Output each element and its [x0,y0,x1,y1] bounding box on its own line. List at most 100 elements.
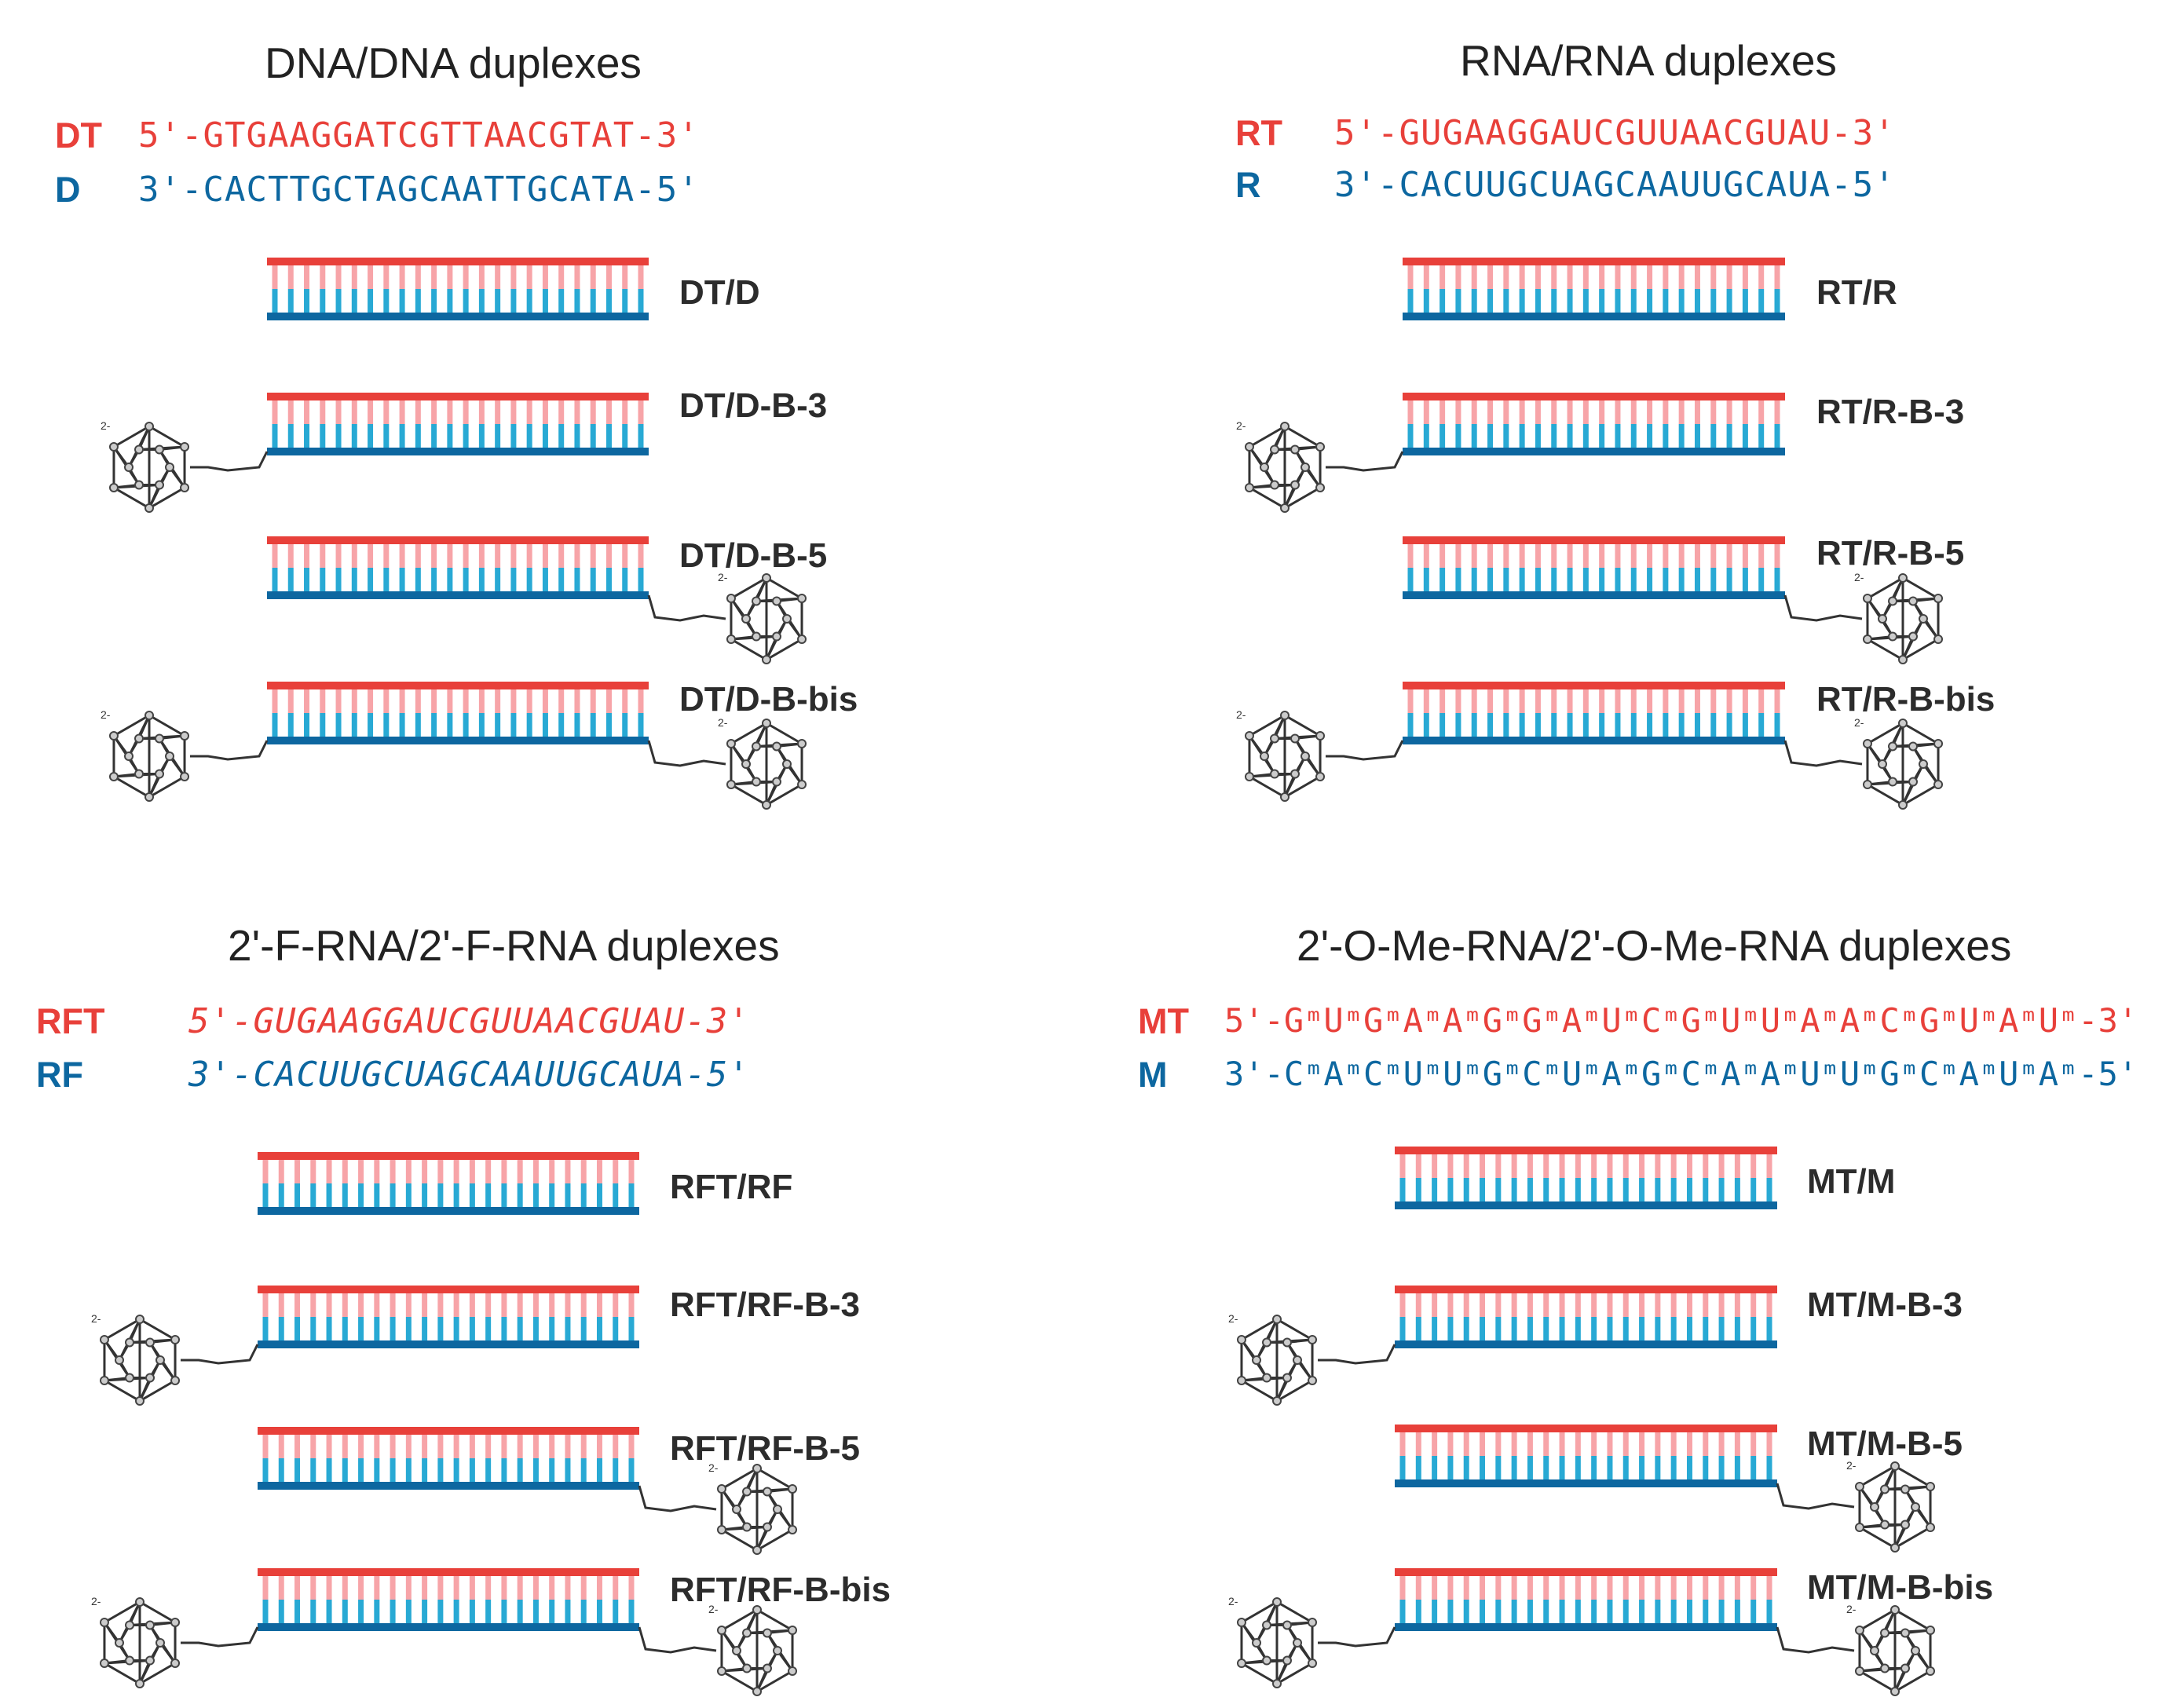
base-pair-top [532,1160,539,1183]
base-pair-bottom [590,424,596,448]
base-pair-top [310,1160,316,1183]
base-pair-top [1495,1576,1502,1600]
base-pair-bottom [437,1183,444,1207]
base-pair-top [1567,689,1573,713]
base-pair-top [278,1293,284,1317]
cage-vertex [1900,1663,1910,1673]
base-pair-bottom [542,289,548,313]
base-pair-top [1647,265,1653,289]
base-pair-top [399,400,405,424]
base-pair-bottom [335,713,342,737]
base-pair-bottom [1726,568,1732,591]
base-pair-bottom [262,1317,269,1340]
duplex: 2- [258,1427,798,1555]
base-pair-top [304,544,310,568]
base-pair-bottom [1559,1600,1565,1623]
base-pair-bottom [1758,424,1765,448]
panel-title: RNA/RNA duplexes [1460,36,1837,85]
base-pair-top [1663,544,1669,568]
base-pair-bottom [501,1317,507,1340]
base-pair-top [437,1293,444,1317]
base-pair-top [478,544,485,568]
base-pair-top [469,1160,475,1183]
bottom-strand-name: D [55,170,81,210]
cage-vertex [1301,463,1310,472]
base-pair-bottom [526,289,532,313]
cage-vertex [726,780,736,789]
cage-vertex [772,596,781,606]
cage-vertex [108,772,119,781]
base-pair-bottom [287,289,294,313]
base-pair-bottom [558,289,565,313]
base-pair-bottom [374,1458,380,1482]
base-pair-bottom [549,1183,555,1207]
base-pair-bottom [1447,1600,1454,1623]
base-pair-bottom [510,424,517,448]
base-pair-top [1415,1432,1421,1456]
base-pair-top [390,1435,396,1458]
cage-vertex [134,769,144,779]
top-strand [258,1568,639,1576]
base-pair-top [358,1576,364,1600]
top-strand-sequence: 5'-GUGAAGGAUCGUUAACGUAU-3' [188,1001,750,1041]
base-pair-top [1607,1576,1613,1600]
base-pair-top [1774,544,1780,568]
base-pair-top [1750,1576,1757,1600]
cage-charge: 2- [1846,1603,1857,1615]
base-pair-top [422,1576,428,1600]
top-strand-sequence: 5'-GTGAAGGATCGTTAACGTAT-3' [138,115,700,155]
top-strand [1395,1568,1777,1576]
base-pair-bottom [1694,568,1700,591]
base-pair-bottom [1718,1178,1725,1201]
base-pair-top [1407,689,1414,713]
base-pair-top [574,689,580,713]
base-pair-top [590,689,596,713]
base-pair-bottom [278,1317,284,1340]
cage-vertex [1933,780,1944,789]
base-pair-top [1503,265,1509,289]
base-pair-top [622,265,628,289]
cage-charge: 2- [1854,571,1864,583]
base-pair-bottom [1774,289,1780,313]
duplex-label: RT/R-B-5 [1816,534,1965,572]
base-pair-top [574,544,580,568]
cage-vertex [1926,1523,1936,1532]
base-pair-top [485,1576,492,1600]
base-pair-top [1447,1432,1454,1456]
base-pair-top [1710,689,1717,713]
cage-vertex [155,769,164,779]
base-pair-top [590,544,596,568]
base-pair-top [565,1293,571,1317]
base-pair-bottom [1710,424,1717,448]
base-pair-bottom [390,1600,396,1623]
base-pair-top [304,400,310,424]
base-pair-bottom [1607,1456,1613,1479]
base-pair-bottom [358,1600,364,1623]
cage-vertex [1262,1620,1271,1630]
base-pair-top [1647,544,1653,568]
panel-2f-rna: 2'-F-RNA/2'-F-RNA duplexes RFT 5'-GUGAAG… [0,854,1086,1707]
base-pair-bottom [549,1317,555,1340]
base-pair-top [447,689,453,713]
bottom-strand-sequence: 3'-CACTTGCTAGCAATTGCATA-5' [138,170,700,210]
base-pair-bottom [1447,1456,1454,1479]
base-pair-top [390,1160,396,1183]
base-pair-bottom [1591,1600,1597,1623]
base-pair-top [1423,400,1429,424]
base-pair-top [1774,265,1780,289]
base-pair-bottom [628,1183,635,1207]
base-pair-top [1480,1576,1486,1600]
base-pair-top [1463,1154,1469,1178]
base-pair-top [526,265,532,289]
base-pair-bottom [1718,1317,1725,1340]
cage-vertex [1272,1597,1282,1607]
base-pair-top [335,689,342,713]
base-pair-bottom [1622,1456,1629,1479]
cage-vertex [1262,1337,1271,1348]
base-pair-top [272,544,278,568]
linker [190,451,269,472]
cage-vertex [1878,759,1887,769]
cage-vertex [145,422,154,431]
base-pair-bottom [565,1600,571,1623]
base-pair-top [463,689,469,713]
